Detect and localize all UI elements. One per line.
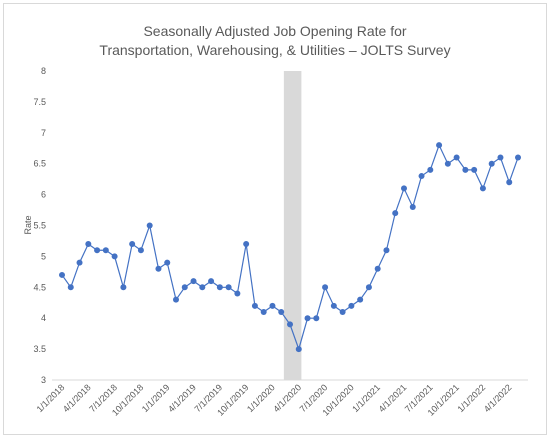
- y-tick-label: 7: [41, 128, 46, 138]
- marker: [392, 210, 399, 217]
- recession-band: [283, 71, 302, 380]
- marker: [76, 259, 83, 266]
- marker: [339, 309, 346, 316]
- y-tick-label: 6.5: [33, 159, 46, 169]
- marker: [506, 179, 513, 186]
- marker: [137, 247, 144, 254]
- y-tick-label: 6: [41, 190, 46, 200]
- marker: [462, 166, 469, 173]
- y-tick-label: 3.5: [33, 344, 46, 354]
- marker: [348, 302, 355, 309]
- y-tick-label: 4.5: [33, 282, 46, 292]
- marker: [129, 241, 136, 248]
- y-axis-label: Rate: [23, 215, 33, 234]
- marker: [120, 284, 127, 291]
- marker: [515, 154, 521, 161]
- marker: [427, 166, 434, 173]
- marker: [488, 160, 495, 167]
- marker: [479, 185, 486, 192]
- marker: [146, 222, 153, 229]
- marker: [111, 253, 118, 260]
- y-tick-label: 8: [41, 66, 46, 76]
- marker: [243, 241, 250, 248]
- marker: [471, 166, 478, 173]
- marker: [85, 241, 92, 248]
- marker: [330, 302, 337, 309]
- marker: [94, 247, 101, 254]
- marker: [418, 173, 425, 180]
- marker: [436, 142, 443, 149]
- marker: [181, 284, 188, 291]
- marker: [260, 309, 267, 316]
- y-tick-label: 7.5: [33, 97, 46, 107]
- marker: [208, 278, 215, 285]
- marker: [322, 284, 329, 291]
- marker: [444, 160, 451, 167]
- marker: [199, 284, 206, 291]
- marker: [67, 284, 74, 291]
- marker: [497, 154, 504, 161]
- marker: [251, 302, 258, 309]
- marker: [225, 284, 232, 291]
- marker: [313, 315, 320, 322]
- marker: [155, 265, 162, 272]
- marker: [216, 284, 223, 291]
- marker: [401, 185, 407, 192]
- marker: [164, 259, 171, 266]
- marker: [304, 315, 311, 322]
- chart-title: Seasonally Adjusted Job Opening Rate for…: [99, 23, 450, 58]
- marker: [409, 203, 416, 210]
- marker: [453, 154, 460, 161]
- y-tick-label: 5.5: [33, 221, 46, 231]
- marker: [234, 290, 241, 297]
- marker: [190, 278, 197, 285]
- chart-border: [3, 3, 547, 435]
- marker: [374, 265, 381, 272]
- marker: [173, 296, 179, 303]
- marker: [295, 346, 302, 353]
- marker: [102, 247, 109, 254]
- y-tick-label: 3: [41, 375, 46, 385]
- y-tick-label: 5: [41, 251, 46, 261]
- marker: [59, 271, 65, 278]
- marker: [287, 321, 293, 328]
- marker: [269, 302, 276, 309]
- marker: [278, 309, 285, 316]
- y-tick-label: 4: [41, 313, 46, 323]
- marker: [365, 284, 372, 291]
- marker: [357, 296, 364, 303]
- marker: [383, 247, 390, 254]
